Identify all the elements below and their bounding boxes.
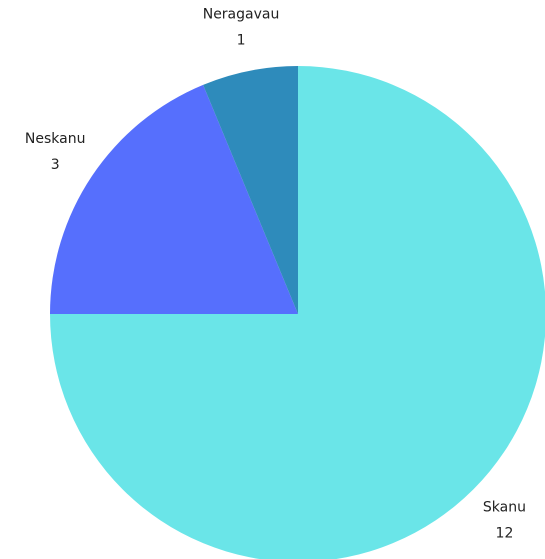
slice-value: 12	[496, 525, 514, 541]
slice-label: Neskanu	[25, 131, 86, 147]
pie-slice	[50, 66, 545, 559]
slice-value: 3	[51, 157, 60, 173]
slice-label: Neragavau	[203, 7, 280, 23]
pie-slice	[203, 66, 298, 314]
pie-slice	[50, 84, 298, 315]
slice-value: 1	[237, 33, 246, 49]
slice-label: Skanu	[483, 499, 526, 515]
